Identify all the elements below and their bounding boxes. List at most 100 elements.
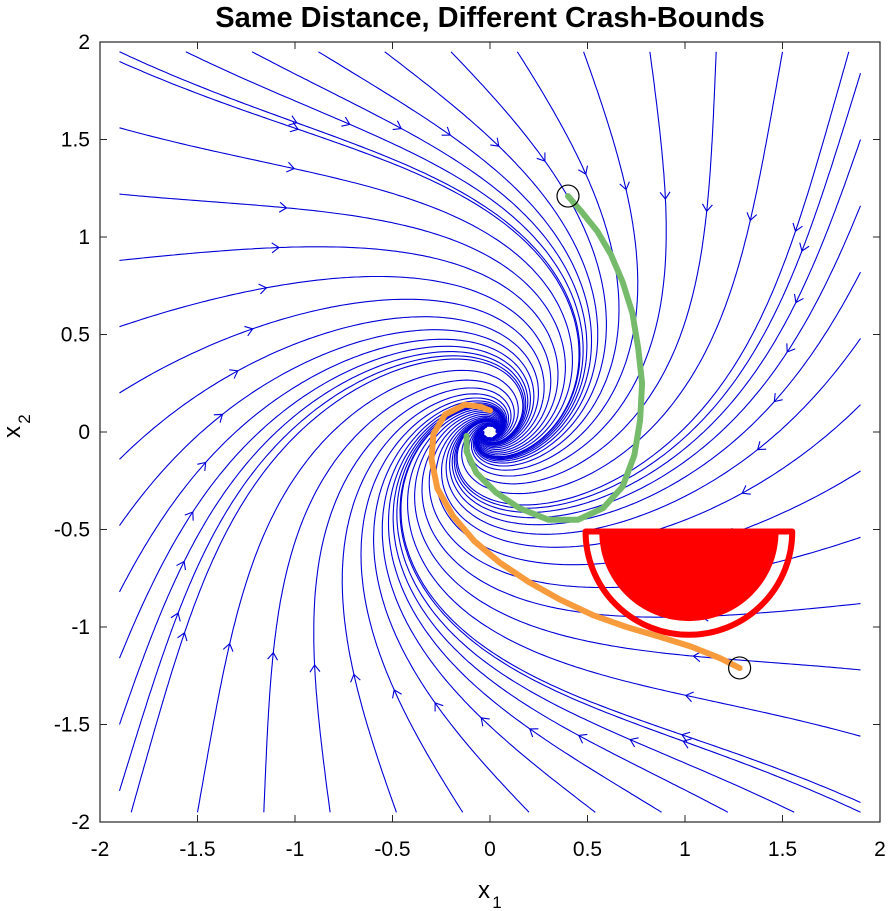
y-tick-label: -1.5 bbox=[54, 714, 90, 737]
x-tick-label: -2 bbox=[91, 838, 110, 861]
streamline-arrow bbox=[529, 728, 539, 738]
streamline-arrow bbox=[792, 222, 803, 233]
chart-title: Same Distance, Different Crash-Bounds bbox=[215, 2, 765, 34]
streamline bbox=[387, 403, 662, 813]
streamline bbox=[453, 139, 862, 513]
streamline bbox=[118, 351, 527, 725]
streamline bbox=[465, 51, 717, 485]
trajectory-orange bbox=[428, 401, 743, 671]
start-marker bbox=[727, 656, 752, 680]
x-tick-label: -1 bbox=[286, 838, 305, 861]
y-axis-label: x 2 bbox=[0, 414, 34, 438]
streamline-arrow bbox=[799, 242, 810, 252]
y-tick-label: 1 bbox=[78, 226, 90, 249]
streamline bbox=[119, 298, 545, 449]
streamline-arrow bbox=[756, 441, 767, 451]
streamline-arrow bbox=[692, 651, 702, 663]
x-tick-label: 2 bbox=[874, 838, 886, 861]
streamline-arrow bbox=[286, 161, 296, 173]
x-tick-label: 1.5 bbox=[768, 838, 797, 861]
y-axis-ticks: -2 -1.5 -1 -0.5 0 0.5 1 1.5 2 bbox=[54, 31, 880, 834]
streamline bbox=[130, 358, 524, 813]
streamline bbox=[196, 369, 519, 813]
streamline-arrow bbox=[278, 201, 288, 213]
streamline-arrow bbox=[170, 612, 181, 622]
streamline bbox=[456, 51, 850, 506]
streamline bbox=[455, 73, 862, 509]
streamline-arrow bbox=[391, 689, 402, 699]
y-tick-label: -0.5 bbox=[54, 519, 90, 542]
y-tick-label: 2 bbox=[78, 31, 90, 54]
crash-region bbox=[599, 531, 779, 622]
streamline bbox=[313, 387, 512, 813]
streamline-arrow bbox=[578, 165, 589, 175]
crash-bound-outline bbox=[582, 528, 796, 638]
streamline-arrow bbox=[682, 738, 692, 749]
streamline bbox=[119, 193, 566, 454]
trajectories bbox=[428, 184, 752, 680]
streamline-arrow bbox=[619, 181, 630, 191]
streamline bbox=[360, 397, 508, 813]
x-tick-label: 0.5 bbox=[573, 838, 602, 861]
x-tick-label: -1.5 bbox=[179, 838, 215, 861]
x-axis-ticks: -2 -1.5 -1 -0.5 0 0.5 1 1.5 2 bbox=[91, 42, 886, 861]
streamline-arrow bbox=[213, 413, 224, 423]
streamline-arrow bbox=[659, 191, 671, 201]
y-tick-label: 1.5 bbox=[61, 129, 90, 152]
streamline-arrow bbox=[480, 717, 490, 727]
streamline-arrow bbox=[244, 325, 254, 337]
streamline bbox=[461, 51, 784, 495]
streamline bbox=[451, 205, 862, 519]
streamline-arrow bbox=[271, 242, 280, 254]
x-tick-label: -0.5 bbox=[374, 838, 410, 861]
streamline bbox=[407, 408, 861, 737]
streamline-arrow bbox=[229, 369, 239, 379]
streamlines bbox=[118, 51, 862, 813]
streamline bbox=[185, 51, 584, 459]
streamline bbox=[318, 51, 593, 461]
y-tick-label: 0.5 bbox=[61, 324, 90, 347]
streamline bbox=[118, 355, 525, 791]
x-tick-label: 0 bbox=[484, 838, 496, 861]
streamline bbox=[119, 329, 535, 526]
streamline-arrow bbox=[222, 642, 234, 652]
streamline bbox=[399, 406, 861, 813]
streamline-arrow bbox=[577, 733, 588, 744]
streamline bbox=[341, 393, 510, 813]
streamline-arrow bbox=[741, 485, 751, 495]
trajectory-green bbox=[463, 193, 646, 523]
streamline-arrow bbox=[793, 293, 804, 304]
x-tick-label: 1 bbox=[679, 838, 691, 861]
y-axis-label-base: x bbox=[0, 426, 26, 438]
streamline bbox=[381, 402, 596, 813]
streamline-arrow bbox=[176, 560, 187, 571]
streamline-arrow bbox=[184, 511, 194, 521]
streamline bbox=[468, 51, 667, 477]
streamline-arrow bbox=[490, 137, 500, 147]
streamline bbox=[119, 51, 581, 458]
streamline-arrow bbox=[701, 203, 713, 213]
streamline bbox=[445, 338, 861, 535]
y-tick-label: 0 bbox=[78, 421, 90, 444]
streamline-arrow bbox=[441, 126, 451, 136]
streamline bbox=[396, 405, 795, 813]
streamline-arrow bbox=[177, 631, 188, 642]
x-axis-label-subscript: 1 bbox=[492, 893, 501, 911]
streamline bbox=[119, 60, 580, 458]
start-marker bbox=[556, 184, 580, 208]
streamline bbox=[373, 400, 530, 813]
streamline bbox=[263, 379, 515, 813]
streamline-arrow bbox=[197, 461, 207, 472]
streamline-arrow bbox=[536, 152, 546, 162]
x-axis-label-base: x bbox=[478, 877, 490, 904]
streamline bbox=[119, 338, 531, 593]
streamline bbox=[450, 51, 607, 464]
y-tick-label: -2 bbox=[71, 811, 90, 834]
streamline bbox=[119, 275, 552, 451]
streamline bbox=[119, 246, 559, 452]
streamline bbox=[119, 127, 573, 456]
y-tick-label: -1 bbox=[71, 616, 90, 639]
streamline-arrow bbox=[267, 651, 279, 661]
streamline-arrow bbox=[309, 663, 321, 673]
